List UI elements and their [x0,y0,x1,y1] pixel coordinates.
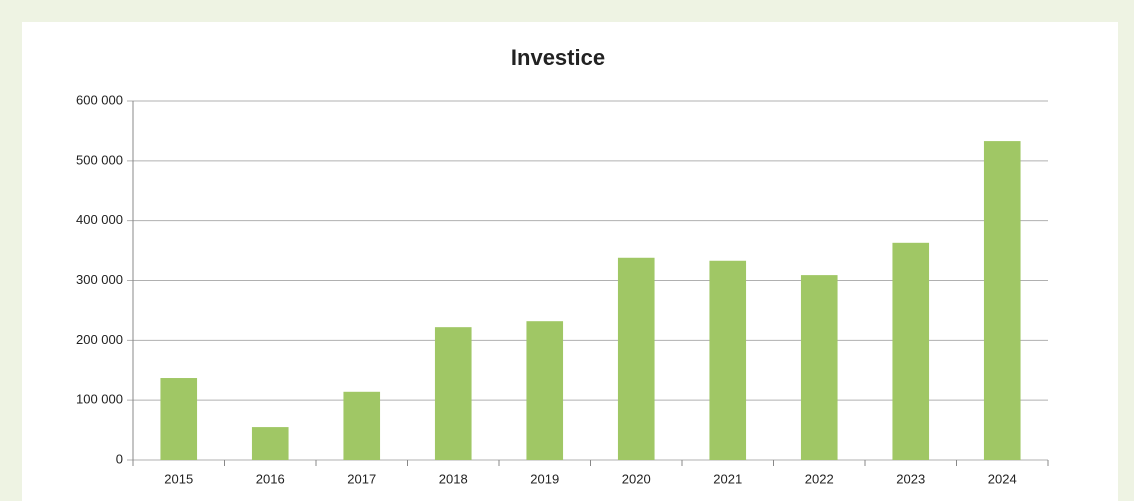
bar [526,321,564,460]
bar [892,242,930,460]
bar [434,327,472,460]
x-tick-label: 2023 [896,471,925,486]
y-tick-label: 500 000 [76,152,123,167]
x-tick-label: 2018 [439,471,468,486]
x-tick-label: 2022 [805,471,834,486]
x-tick-label: 2017 [347,471,376,486]
chart-title: Investice [511,45,605,70]
x-tick-label: 2021 [713,471,742,486]
bar [709,260,747,460]
y-tick-label: 100 000 [76,392,123,407]
bar [160,378,198,460]
x-tick-label: 2024 [988,471,1017,486]
chart-panel [22,22,1118,501]
bar [343,391,381,460]
x-tick-label: 2015 [164,471,193,486]
y-tick-label: 200 000 [76,332,123,347]
y-tick-label: 300 000 [76,272,123,287]
bar [617,257,655,460]
x-tick-label: 2020 [622,471,651,486]
x-tick-label: 2016 [256,471,285,486]
bar [251,427,289,460]
bar [983,141,1021,461]
bar [800,275,838,460]
y-tick-label: 400 000 [76,212,123,227]
y-tick-label: 0 [116,451,123,466]
y-tick-label: 600 000 [76,92,123,107]
x-tick-label: 2019 [530,471,559,486]
